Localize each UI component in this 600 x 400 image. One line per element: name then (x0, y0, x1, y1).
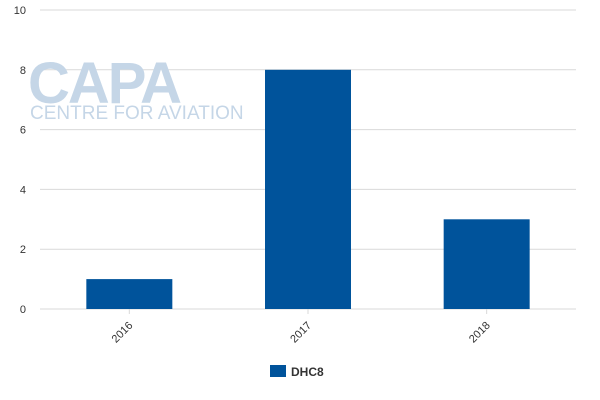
y-tick-label: 4 (20, 184, 26, 196)
watermark-tagline: CENTRE FOR AVIATION (30, 103, 244, 124)
bar-2017[interactable] (265, 69, 351, 309)
watermark: CAPA CENTRE FOR AVIATION (28, 51, 244, 124)
watermark-logo: CAPA (28, 51, 181, 116)
y-tick-label: 2 (20, 244, 26, 256)
x-tick-label-2018: 2018 (467, 320, 493, 346)
y-tick-label: 10 (14, 5, 26, 17)
legend-swatch-dhc8 (270, 365, 286, 377)
x-tick-label-2016: 2016 (110, 320, 136, 346)
legend-label-dhc8: DHC8 (291, 365, 324, 379)
y-tick-label: 6 (20, 125, 26, 137)
bar-layer (86, 69, 530, 309)
y-tick-label: 8 (20, 65, 26, 77)
bar-2018[interactable] (443, 219, 530, 309)
x-tick-label-2017: 2017 (288, 320, 314, 346)
x-axis-ticks: 2016 2017 2018 (110, 309, 493, 345)
legend[interactable]: DHC8 (270, 365, 324, 379)
y-axis-ticks: 0 2 4 6 8 10 (14, 5, 26, 316)
y-tick-label: 0 (20, 304, 26, 316)
bar-2016[interactable] (86, 279, 173, 309)
